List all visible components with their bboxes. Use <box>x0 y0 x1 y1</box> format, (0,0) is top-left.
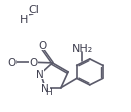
Text: O: O <box>7 57 16 67</box>
Text: Cl: Cl <box>29 5 40 14</box>
Text: O: O <box>39 40 47 50</box>
Text: N: N <box>36 69 44 79</box>
Text: H: H <box>45 88 52 97</box>
Text: O: O <box>9 58 17 68</box>
Text: O: O <box>29 58 37 68</box>
Text: N: N <box>41 84 49 93</box>
Text: NH₂: NH₂ <box>72 44 93 54</box>
Text: H: H <box>20 15 28 25</box>
